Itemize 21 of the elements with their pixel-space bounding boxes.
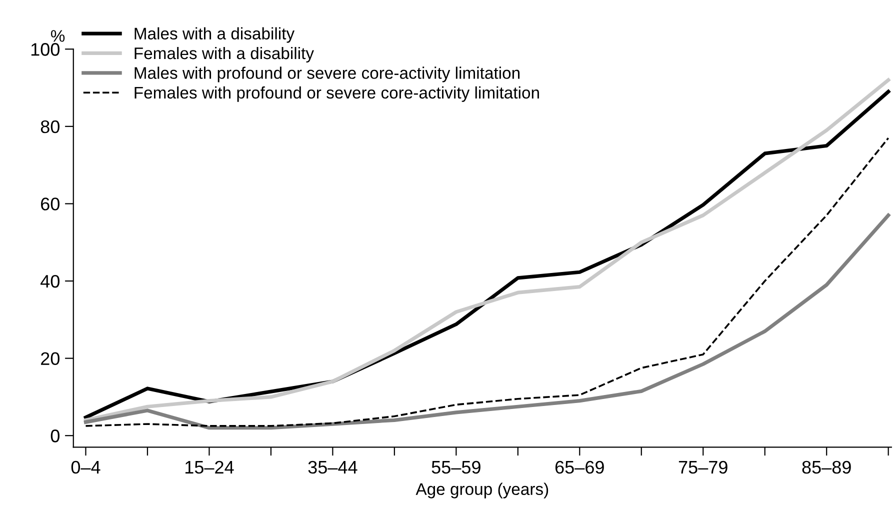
y-tick-label: 40 xyxy=(40,274,60,288)
y-tick-label: 100 xyxy=(31,43,60,56)
y-tick-label: 0 xyxy=(50,430,60,442)
x-tick-label: 35–44 xyxy=(308,460,358,474)
x-axis-title: Age group (years) xyxy=(416,482,548,498)
legend-label: Females with profound or severe core-activity limitation xyxy=(134,86,539,102)
y-tick-label: 60 xyxy=(41,198,60,210)
y-tick-label: 80 xyxy=(40,120,60,134)
x-tick-label: 75–79 xyxy=(678,460,728,474)
x-tick-label: 0–4 xyxy=(71,460,100,474)
x-tick-label: 85–89 xyxy=(802,460,851,474)
y-axis-title: % xyxy=(50,30,65,42)
line-series xyxy=(84,214,890,430)
legend-label: Males with a disability xyxy=(134,27,295,43)
x-tick-label: 15–24 xyxy=(185,460,234,474)
legend-label: Males with profound or severe core-activity limitation xyxy=(134,66,520,82)
y-tick-label: 20 xyxy=(41,352,60,366)
legend-label: Females with a disability xyxy=(134,46,314,63)
x-tick-label: 55–59 xyxy=(432,460,480,474)
line-series xyxy=(84,137,890,427)
x-tick-label: 65–69 xyxy=(555,460,604,474)
